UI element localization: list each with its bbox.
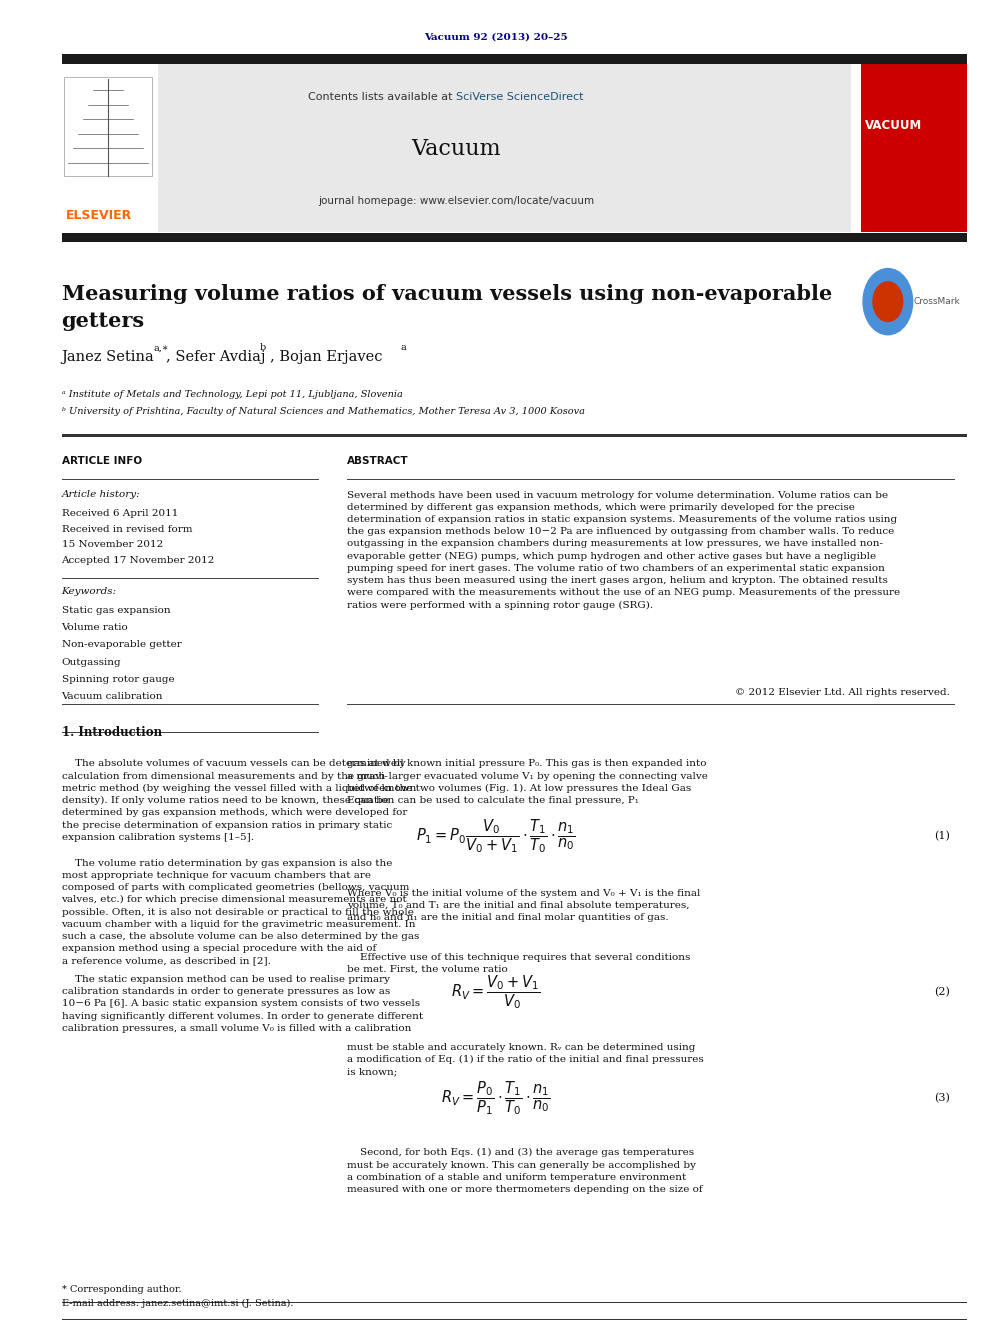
Text: Non-evaporable getter: Non-evaporable getter <box>62 640 182 650</box>
Text: CrossMark: CrossMark <box>914 298 960 306</box>
Text: $R_V = \dfrac{V_0 + V_1}{V_0}$: $R_V = \dfrac{V_0 + V_1}{V_0}$ <box>451 974 541 1011</box>
Text: Received 6 April 2011: Received 6 April 2011 <box>62 509 178 519</box>
Text: Second, for both Eqs. (1) and (3) the average gas temperatures
must be accuratel: Second, for both Eqs. (1) and (3) the av… <box>347 1148 702 1193</box>
Text: Where V₀ is the initial volume of the system and V₀ + V₁ is the final
volume, T₀: Where V₀ is the initial volume of the sy… <box>347 889 700 922</box>
Text: , Sefer Avdiaj: , Sefer Avdiaj <box>166 351 270 364</box>
Text: E-mail address: janez.setina@imt.si (J. Setina).: E-mail address: janez.setina@imt.si (J. … <box>62 1299 293 1308</box>
Text: ARTICLE INFO: ARTICLE INFO <box>62 456 142 467</box>
Text: ABSTRACT: ABSTRACT <box>347 456 409 467</box>
Bar <box>62 479 319 480</box>
Text: Keywords:: Keywords: <box>62 587 117 597</box>
Text: ᵇ University of Prishtina, Faculty of Natural Sciences and Mathematics, Mother T: ᵇ University of Prishtina, Faculty of Na… <box>62 407 584 417</box>
Text: Outgassing: Outgassing <box>62 658 121 667</box>
Bar <box>62 1302 967 1303</box>
Bar <box>62 434 967 437</box>
Text: Vacuum: Vacuum <box>412 139 501 160</box>
Bar <box>861 64 967 232</box>
Text: gas at well known initial pressure P₀. This gas is then expanded into
a much lar: gas at well known initial pressure P₀. T… <box>347 759 708 804</box>
Text: Several methods have been used in vacuum metrology for volume determination. Vol: Several methods have been used in vacuum… <box>347 491 901 610</box>
Text: Volume ratio: Volume ratio <box>62 623 128 632</box>
Bar <box>62 64 158 232</box>
Bar <box>62 704 319 705</box>
Bar <box>62 64 851 232</box>
Text: $P_1 = P_0\dfrac{V_0}{V_0 + V_1}\cdot\dfrac{T_1}{T_0}\cdot\dfrac{n_1}{n_0}$: $P_1 = P_0\dfrac{V_0}{V_0 + V_1}\cdot\df… <box>416 818 576 855</box>
Text: The volume ratio determination by gas expansion is also the
most appropriate tec: The volume ratio determination by gas ex… <box>62 859 419 966</box>
Text: a: a <box>401 344 407 352</box>
Text: The absolute volumes of vacuum vessels can be determined by
calculation from dim: The absolute volumes of vacuum vessels c… <box>62 759 416 841</box>
Bar <box>62 54 967 64</box>
Text: journal homepage: www.elsevier.com/locate/vacuum: journal homepage: www.elsevier.com/locat… <box>318 196 594 206</box>
Text: Received in revised form: Received in revised form <box>62 525 192 534</box>
Text: $R_V = \dfrac{P_0}{P_1}\cdot\dfrac{T_1}{T_0}\cdot\dfrac{n_1}{n_0}$: $R_V = \dfrac{P_0}{P_1}\cdot\dfrac{T_1}{… <box>441 1080 551 1117</box>
Bar <box>62 732 319 733</box>
Text: SciVerse ScienceDirect: SciVerse ScienceDirect <box>456 91 584 102</box>
Text: (1): (1) <box>934 831 950 841</box>
Text: Spinning rotor gauge: Spinning rotor gauge <box>62 675 175 684</box>
Text: Vacuum calibration: Vacuum calibration <box>62 692 163 701</box>
Bar <box>347 704 955 705</box>
Text: ᵃ Institute of Metals and Technology, Lepi pot 11, Ljubljana, Slovenia: ᵃ Institute of Metals and Technology, Le… <box>62 390 403 400</box>
Text: a,∗: a,∗ <box>154 344 170 352</box>
Text: VACUUM: VACUUM <box>865 119 923 132</box>
Text: © 2012 Elsevier Ltd. All rights reserved.: © 2012 Elsevier Ltd. All rights reserved… <box>735 688 950 697</box>
Bar <box>64 77 152 176</box>
Text: 1. Introduction: 1. Introduction <box>62 726 162 740</box>
Bar <box>62 233 967 242</box>
Text: Measuring volume ratios of vacuum vessels using non-evaporable
getters: Measuring volume ratios of vacuum vessel… <box>62 284 831 331</box>
Text: Article history:: Article history: <box>62 490 140 499</box>
Circle shape <box>873 282 903 321</box>
Bar <box>62 578 319 579</box>
Text: Contents lists available at: Contents lists available at <box>309 91 456 102</box>
Text: (2): (2) <box>934 987 950 998</box>
Text: Accepted 17 November 2012: Accepted 17 November 2012 <box>62 556 215 565</box>
Text: Janez Setina: Janez Setina <box>62 351 159 364</box>
Bar <box>347 479 955 480</box>
Text: Static gas expansion: Static gas expansion <box>62 606 171 615</box>
Text: The static expansion method can be used to realise primary
calibration standards: The static expansion method can be used … <box>62 975 423 1033</box>
Text: (3): (3) <box>934 1093 950 1103</box>
Text: 15 November 2012: 15 November 2012 <box>62 540 163 549</box>
Bar <box>62 1319 967 1320</box>
Text: , Bojan Erjavec: , Bojan Erjavec <box>270 351 382 364</box>
Circle shape <box>863 269 913 335</box>
Text: b: b <box>260 344 266 352</box>
Text: ELSEVIER: ELSEVIER <box>65 209 132 222</box>
Text: Effective use of this technique requires that several conditions
be met. First, : Effective use of this technique requires… <box>347 953 690 974</box>
Text: Vacuum 92 (2013) 20–25: Vacuum 92 (2013) 20–25 <box>425 33 567 41</box>
Text: * Corresponding author.: * Corresponding author. <box>62 1285 182 1294</box>
Text: must be stable and accurately known. Rᵥ can be determined using
a modification o: must be stable and accurately known. Rᵥ … <box>347 1043 704 1076</box>
